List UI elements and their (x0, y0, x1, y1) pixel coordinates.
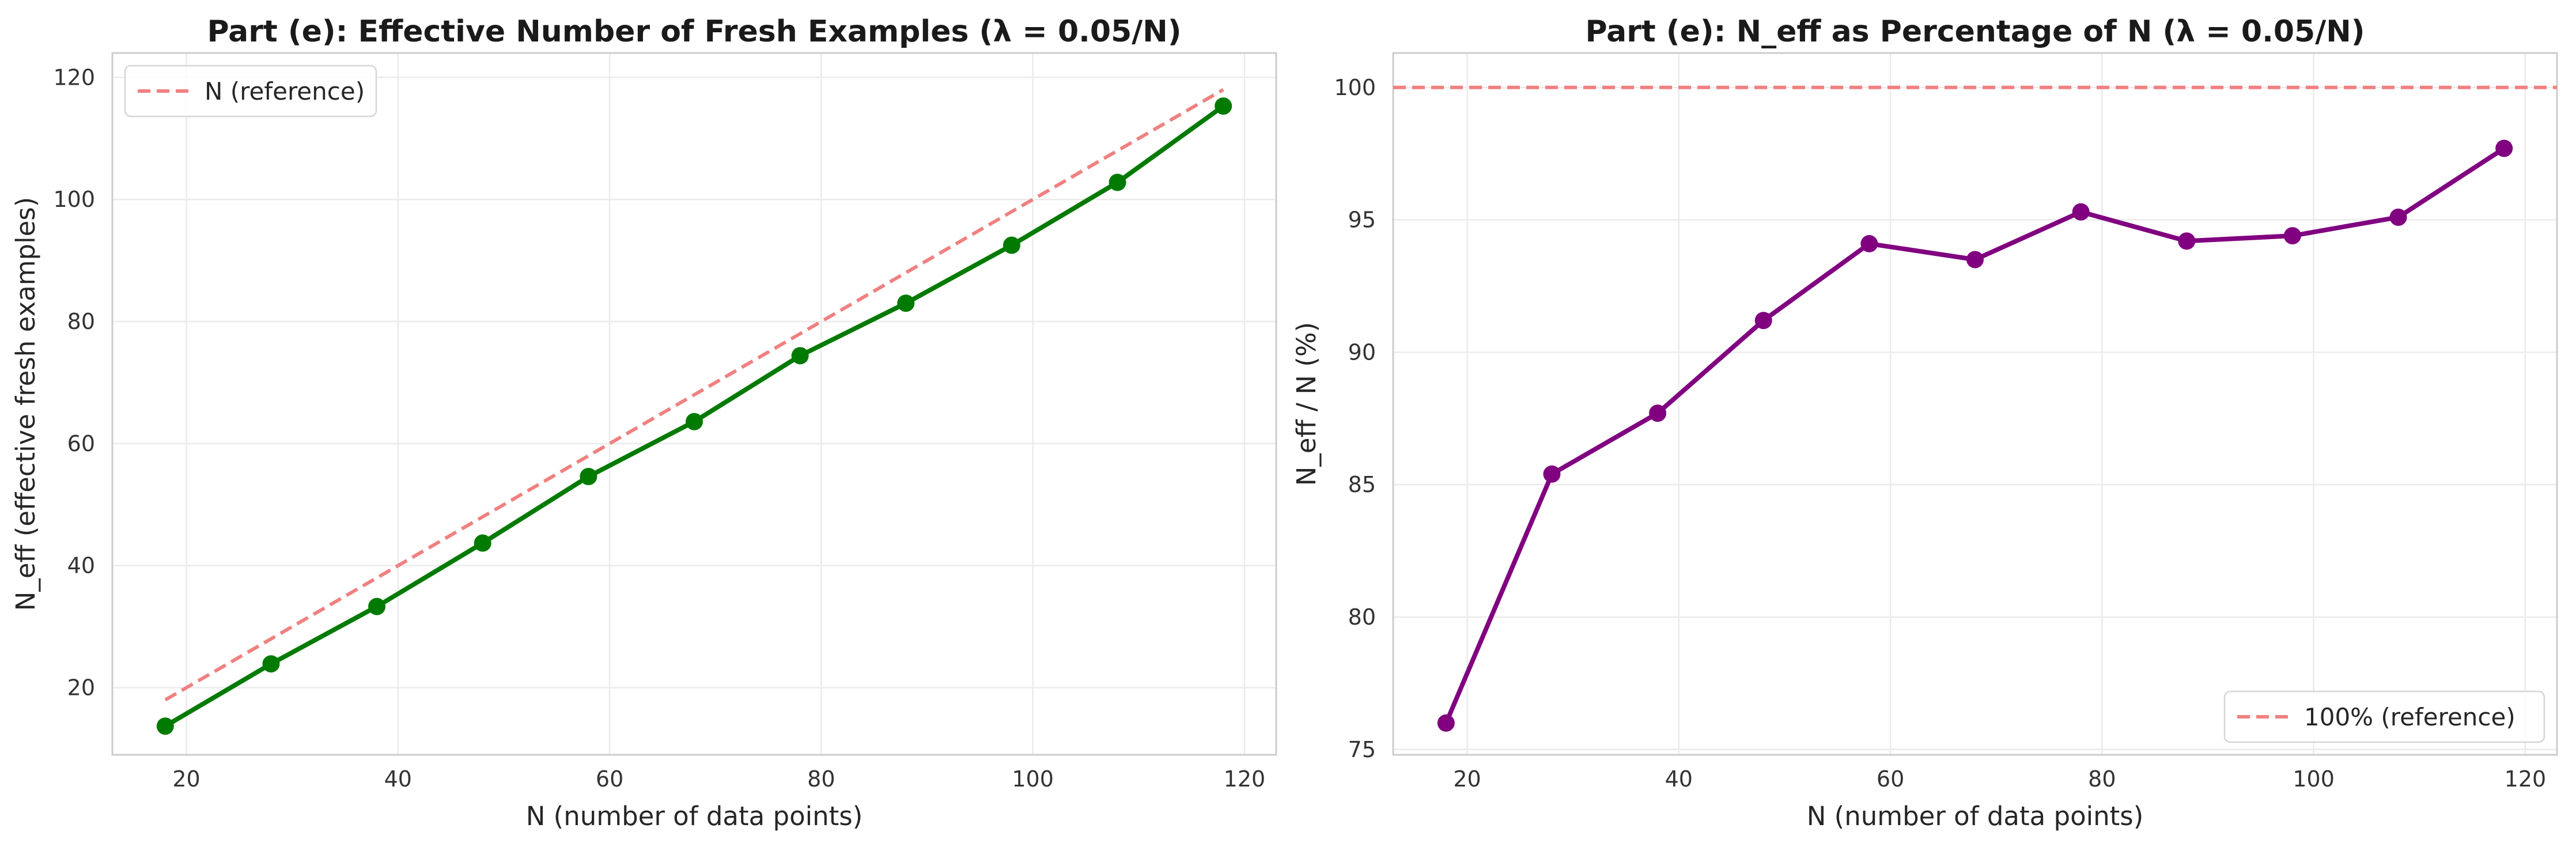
x-tick-label: 60 (1877, 766, 1904, 792)
x-tick-label: 60 (596, 766, 623, 792)
y-axis-label: N_eff / N (%) (1291, 322, 1322, 486)
y-axis-label: N_eff (effective fresh examples) (10, 197, 41, 611)
x-tick-label: 80 (2088, 766, 2116, 792)
series-percent-point (2178, 232, 2196, 250)
y-tick-label: 100 (53, 187, 95, 212)
y-tick-label: 75 (1348, 737, 1376, 762)
x-axis-label: N (number of data points) (1807, 801, 2144, 831)
plot-area (112, 53, 1276, 755)
series-n-eff-point (580, 468, 597, 486)
series-n-eff-point (897, 294, 915, 312)
x-tick-label: 20 (1453, 766, 1481, 792)
x-axis-label: N (number of data points) (526, 801, 863, 831)
series-n-eff-point (368, 598, 386, 615)
y-tick-label: 40 (67, 553, 95, 578)
chart-title: Part (e): Effective Number of Fresh Exam… (207, 14, 1181, 49)
series-percent-point (1966, 251, 1984, 269)
legend-label: N (reference) (205, 77, 365, 105)
series-percent-point (1649, 404, 1667, 422)
series-percent-point (1860, 235, 1878, 252)
y-tick-label: 90 (1348, 339, 1376, 365)
series-n-eff-point (1215, 97, 1232, 115)
x-tick-label: 80 (807, 766, 835, 792)
series-percent-point (2389, 208, 2407, 226)
y-tick-label: 20 (67, 675, 95, 700)
series-n-reference-line (164, 88, 1224, 702)
series-percent-point (2495, 139, 2513, 157)
series-percent-point (2072, 203, 2090, 221)
series-percent-point (2283, 227, 2301, 245)
y-tick-label: 85 (1348, 472, 1376, 497)
x-tick-label: 20 (172, 766, 200, 792)
series-n-eff-point (262, 655, 280, 673)
y-tick-label: 80 (1348, 604, 1376, 630)
axes-frame (111, 52, 1277, 756)
series-n-eff-point (686, 413, 703, 430)
x-tick-label: 100 (2293, 766, 2335, 792)
series-percent-point (1754, 312, 1772, 330)
chart-left: 20 40 60 80 100 120 20 40 60 80 100 120 Part (e): Ef… (10, 14, 1277, 831)
series-n-eff-point (1003, 236, 1020, 254)
y-tick-label: 80 (67, 309, 95, 334)
x-tick-label: 40 (384, 766, 412, 792)
series-n-eff-point (156, 717, 174, 735)
x-tick-label: 120 (1224, 766, 1266, 792)
axes-frame (1392, 52, 2558, 756)
y-tick-label: 95 (1348, 207, 1376, 233)
series-percent-point (1437, 714, 1455, 732)
legend: 100% (reference) (2223, 690, 2545, 743)
y-tick-label: 100 (1334, 75, 1376, 100)
series-n-eff-point (474, 534, 491, 552)
y-tick-label: 60 (67, 431, 95, 456)
legend-box (124, 65, 377, 118)
series-n-eff-point (1109, 173, 1126, 191)
legend-label: 100% (reference) (2304, 703, 2516, 731)
legend: N (reference) (124, 65, 377, 118)
y-tick-label: 120 (53, 65, 95, 90)
series-n-eff-point (791, 347, 809, 365)
x-tick-label: 40 (1665, 766, 1693, 792)
chart-right: 20 40 60 80 100 120 75 80 85 90 95 100 Part (e): N_e… (1291, 14, 2558, 831)
plot-area (1393, 53, 2557, 755)
legend-box (2223, 690, 2545, 743)
series-percent-point (1543, 465, 1561, 483)
x-tick-label: 120 (2505, 766, 2547, 792)
x-tick-label: 100 (1012, 766, 1054, 792)
chart-title: Part (e): N_eff as Percentage of N (λ = … (1585, 14, 2365, 49)
